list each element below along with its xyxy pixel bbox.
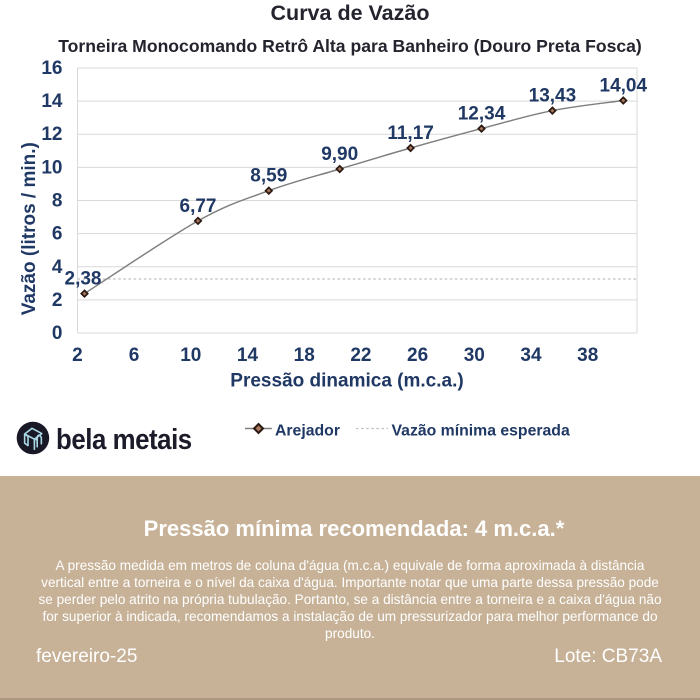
svg-text:10: 10 bbox=[180, 345, 201, 366]
svg-text:2,38: 2,38 bbox=[65, 269, 102, 290]
svg-text:8,59: 8,59 bbox=[250, 166, 287, 187]
svg-text:0: 0 bbox=[52, 323, 63, 344]
svg-text:8: 8 bbox=[52, 191, 63, 212]
svg-text:10: 10 bbox=[41, 157, 62, 178]
svg-text:Vazão mínima esperada: Vazão mínima esperada bbox=[392, 423, 570, 440]
svg-text:34: 34 bbox=[520, 345, 542, 366]
svg-text:14: 14 bbox=[237, 345, 259, 366]
svg-text:12,34: 12,34 bbox=[458, 104, 506, 125]
svg-text:2: 2 bbox=[72, 345, 83, 366]
svg-text:9,90: 9,90 bbox=[321, 144, 358, 165]
svg-text:16: 16 bbox=[41, 58, 62, 79]
svg-text:26: 26 bbox=[407, 345, 428, 366]
svg-text:18: 18 bbox=[294, 345, 315, 366]
svg-text:2: 2 bbox=[52, 290, 63, 311]
svg-text:13,43: 13,43 bbox=[529, 86, 577, 107]
svg-text:14: 14 bbox=[41, 91, 63, 112]
svg-text:6,77: 6,77 bbox=[180, 196, 217, 217]
svg-text:Arejador: Arejador bbox=[275, 423, 340, 440]
svg-text:14,04: 14,04 bbox=[600, 76, 648, 97]
svg-text:4: 4 bbox=[52, 257, 63, 278]
svg-text:6: 6 bbox=[52, 224, 63, 245]
svg-text:Pressão dinamica (m.c.a.): Pressão dinamica (m.c.a.) bbox=[230, 371, 463, 392]
svg-text:22: 22 bbox=[350, 345, 371, 366]
svg-text:Vazão (litros / min.): Vazão (litros / min.) bbox=[19, 142, 40, 315]
svg-text:11,17: 11,17 bbox=[387, 123, 434, 144]
svg-text:38: 38 bbox=[577, 345, 598, 366]
svg-text:12: 12 bbox=[41, 124, 62, 145]
svg-text:30: 30 bbox=[464, 345, 485, 366]
svg-text:6: 6 bbox=[129, 345, 140, 366]
